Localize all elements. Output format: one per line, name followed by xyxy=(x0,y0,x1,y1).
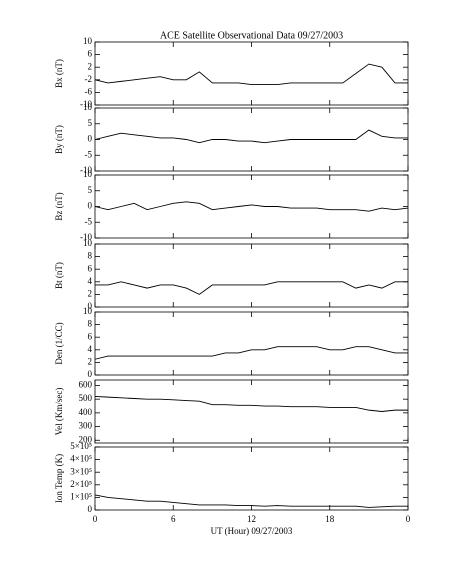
y-tick-label: 300 xyxy=(79,421,93,431)
y-tick-label: -6 xyxy=(85,86,93,96)
y-axis-label: Bz (nT) xyxy=(54,192,64,220)
y-tick-label: 5 xyxy=(88,185,93,195)
y-tick-label: 2×10⁵ xyxy=(70,479,92,489)
y-tick-label: 10 xyxy=(83,169,93,179)
y-tick-label: 2 xyxy=(88,61,93,71)
chart-title: ACE Satellite Observational Data 09/27/2… xyxy=(160,30,343,41)
y-tick-label: 10 xyxy=(83,36,93,46)
y-tick-label: 4×10⁵ xyxy=(70,454,92,464)
y-tick-label: 2 xyxy=(88,288,93,298)
x-tick-label: 6 xyxy=(171,514,176,524)
x-tick-label: 12 xyxy=(247,514,256,524)
y-tick-label: 5 xyxy=(88,118,93,128)
y-axis-label: Vel (Km/sec) xyxy=(54,388,64,436)
y-tick-label: 8 xyxy=(88,319,93,329)
y-tick-label: 200 xyxy=(79,434,93,444)
data-line xyxy=(95,281,408,295)
y-tick-label: -5 xyxy=(85,149,93,159)
data-line xyxy=(94,395,408,412)
data-line xyxy=(94,346,408,360)
y-tick-label: 10 xyxy=(83,102,93,112)
y-tick-label: -10 xyxy=(80,99,92,109)
y-axis-label: Bt (nT) xyxy=(54,262,64,289)
y-tick-label: 8 xyxy=(88,251,93,261)
data-line xyxy=(94,63,408,85)
panel-frame xyxy=(94,379,409,444)
y-tick-label: -5 xyxy=(85,216,93,226)
panel-frame xyxy=(94,174,409,239)
data-line xyxy=(94,201,409,212)
y-axis-label: Ion Temp (K) xyxy=(54,454,64,503)
y-tick-label: 0 xyxy=(88,504,93,514)
y-tick-label: 4 xyxy=(88,344,93,354)
y-tick-label: -10 xyxy=(80,165,92,175)
y-tick-label: 0 xyxy=(88,134,93,144)
y-tick-label: 3×10⁵ xyxy=(70,466,92,476)
data-line xyxy=(94,129,408,144)
data-line xyxy=(94,494,408,508)
panel-frame xyxy=(94,41,409,106)
y-tick-label: 0 xyxy=(88,201,93,211)
y-tick-label: 5×10⁵ xyxy=(70,441,92,451)
x-tick-label: 18 xyxy=(325,514,335,524)
y-tick-label: 500 xyxy=(79,393,93,403)
y-tick-label: 400 xyxy=(79,407,93,417)
y-tick-label: 600 xyxy=(79,380,93,390)
x-tick-label: 0 xyxy=(406,514,411,524)
y-axis-label: Den (1/CC) xyxy=(54,322,64,364)
y-tick-label: 6 xyxy=(88,49,93,59)
panel-frame xyxy=(94,243,409,308)
panel-frame xyxy=(94,107,409,172)
y-tick-label: 0 xyxy=(88,301,93,311)
y-tick-label: 10 xyxy=(83,306,93,316)
y-tick-label: 10 xyxy=(83,238,93,248)
y-tick-label: -10 xyxy=(80,232,92,242)
panel-frame xyxy=(94,311,409,376)
x-axis-label: UT (Hour) 09/27/2003 xyxy=(211,526,293,536)
y-tick-label: 2 xyxy=(88,356,93,366)
x-tick-label: 0 xyxy=(93,514,98,524)
y-tick-label: 1×10⁵ xyxy=(70,491,92,501)
y-tick-label: 6 xyxy=(88,331,93,341)
y-tick-label: 0 xyxy=(88,369,93,379)
y-tick-label: 4 xyxy=(88,276,93,286)
y-tick-label: -2 xyxy=(85,74,93,84)
y-axis-label: By (nT) xyxy=(54,125,64,154)
y-tick-label: 6 xyxy=(88,263,93,273)
y-axis-label: Bx (nT) xyxy=(54,59,64,88)
